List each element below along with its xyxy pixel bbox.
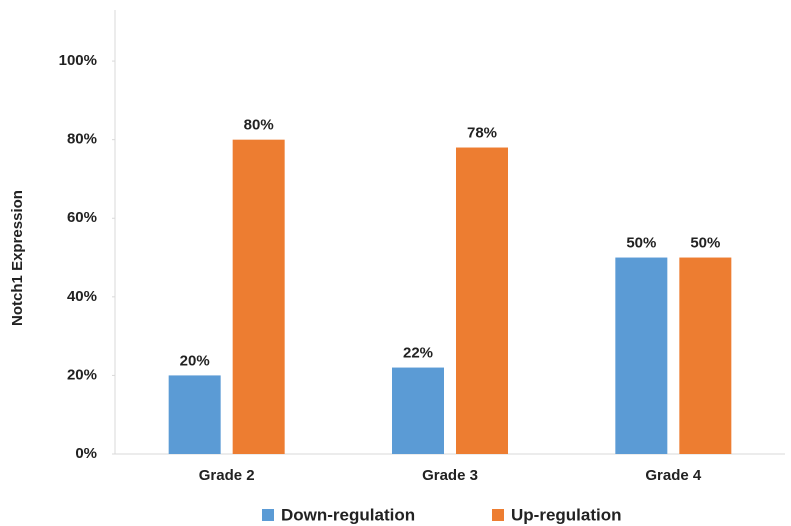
bar — [615, 257, 668, 454]
legend-swatch — [262, 509, 274, 521]
x-tick-label: Grade 4 — [645, 467, 702, 484]
bar — [679, 257, 732, 454]
y-tick-label: 80% — [67, 131, 97, 148]
data-label: 78% — [467, 124, 497, 141]
data-label: 50% — [626, 235, 656, 252]
bar — [168, 375, 221, 454]
y-tick-label: 20% — [67, 366, 97, 383]
data-label: 50% — [690, 235, 720, 252]
bar — [232, 139, 285, 455]
x-tick-label: Grade 2 — [199, 467, 255, 484]
legend-label: Up-regulation — [511, 505, 622, 524]
data-label: 80% — [244, 117, 274, 134]
y-tick-label: 60% — [67, 209, 97, 226]
y-tick-label: 40% — [67, 288, 97, 305]
y-tick-label: 100% — [59, 52, 97, 69]
bar — [392, 367, 444, 454]
legend-swatch — [492, 509, 504, 521]
y-tick-label: 0% — [75, 445, 97, 462]
x-tick-label: Grade 3 — [422, 467, 478, 484]
data-label: 22% — [403, 345, 433, 362]
bar — [456, 147, 508, 454]
data-label: 20% — [180, 352, 210, 369]
y-axis-label: Notch1 Expression — [9, 190, 26, 326]
legend-label: Down-regulation — [281, 505, 415, 524]
